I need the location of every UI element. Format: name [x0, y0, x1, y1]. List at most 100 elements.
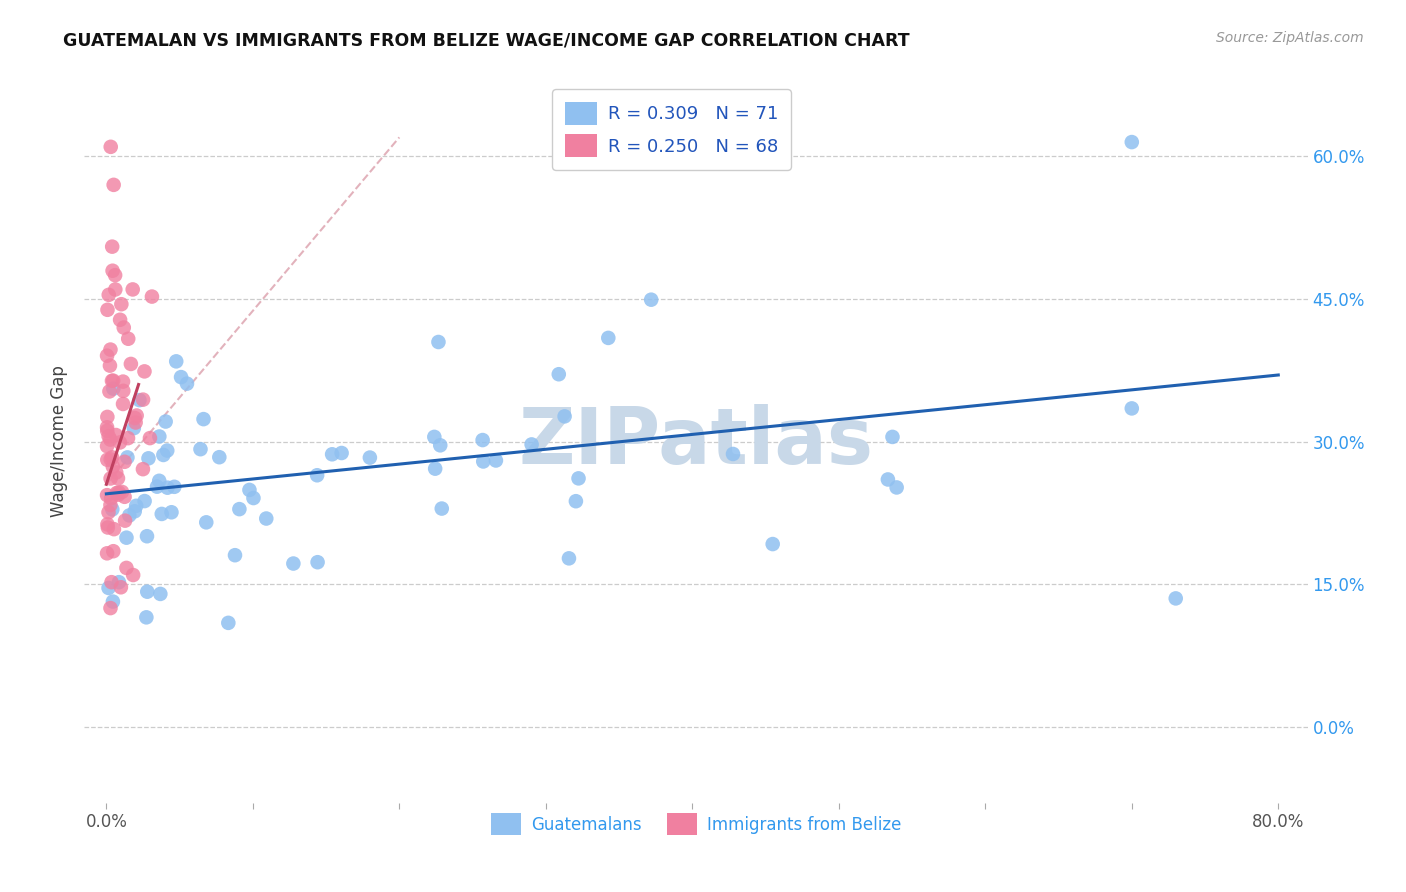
Point	[97, 288, 120, 302]
Point	[150, 507, 173, 521]
Point	[97, 520, 120, 534]
Point	[112, 320, 135, 334]
Point	[307, 468, 329, 483]
Point	[430, 501, 453, 516]
Point	[112, 384, 135, 398]
Point	[103, 178, 125, 192]
Point	[110, 580, 132, 594]
Point	[567, 471, 589, 485]
Point	[283, 557, 305, 571]
Point	[117, 431, 139, 445]
Point	[108, 312, 131, 326]
Point	[115, 561, 138, 575]
Point	[224, 548, 246, 562]
Point	[165, 354, 187, 368]
Point	[1164, 591, 1187, 606]
Point	[886, 480, 908, 494]
Point	[100, 491, 122, 506]
Point	[139, 431, 162, 445]
Point	[640, 293, 662, 307]
Point	[111, 397, 134, 411]
Point	[100, 140, 122, 154]
Point	[100, 575, 122, 590]
Point	[105, 466, 128, 480]
Point	[330, 446, 353, 460]
Point	[190, 442, 212, 457]
Point	[101, 450, 124, 465]
Point	[122, 568, 145, 582]
Point	[103, 544, 125, 558]
Point	[134, 494, 156, 508]
Point	[101, 264, 124, 278]
Point	[100, 343, 122, 357]
Point	[124, 416, 146, 430]
Point	[423, 430, 446, 444]
Point	[138, 451, 160, 466]
Point	[96, 302, 118, 317]
Point	[101, 240, 124, 254]
Point	[104, 428, 127, 442]
Legend: Guatemalans, Immigrants from Belize: Guatemalans, Immigrants from Belize	[484, 806, 908, 841]
Point	[103, 382, 125, 396]
Point	[115, 531, 138, 545]
Point	[208, 450, 231, 465]
Point	[125, 499, 148, 513]
Point	[98, 359, 121, 373]
Point	[117, 332, 139, 346]
Point	[429, 438, 451, 452]
Point	[721, 447, 744, 461]
Point	[132, 462, 155, 476]
Point	[114, 490, 136, 504]
Point	[101, 459, 124, 474]
Point	[125, 409, 148, 423]
Point	[114, 514, 136, 528]
Point	[163, 480, 186, 494]
Point	[485, 453, 508, 467]
Point	[101, 594, 124, 608]
Point	[307, 555, 329, 569]
Point	[103, 522, 125, 536]
Point	[101, 502, 124, 516]
Point	[107, 471, 129, 485]
Point	[100, 471, 122, 485]
Text: ZIPatlas: ZIPatlas	[519, 403, 873, 480]
Point	[122, 421, 145, 435]
Point	[111, 484, 134, 499]
Point	[98, 384, 121, 399]
Point	[128, 393, 150, 408]
Point	[554, 409, 576, 424]
Point	[96, 488, 118, 502]
Point	[217, 615, 239, 630]
Point	[117, 450, 139, 465]
Point	[156, 443, 179, 458]
Text: Source: ZipAtlas.com: Source: ZipAtlas.com	[1216, 31, 1364, 45]
Point	[97, 429, 120, 443]
Point	[427, 334, 450, 349]
Point	[108, 435, 131, 450]
Point	[228, 502, 250, 516]
Point	[135, 610, 157, 624]
Point	[96, 420, 118, 434]
Point	[238, 483, 260, 497]
Point	[100, 452, 122, 467]
Point	[96, 517, 118, 532]
Point	[195, 516, 218, 530]
Point	[134, 364, 156, 378]
Point	[242, 491, 264, 505]
Point	[132, 392, 155, 407]
Point	[124, 411, 146, 425]
Point	[472, 454, 495, 468]
Text: GUATEMALAN VS IMMIGRANTS FROM BELIZE WAGE/INCOME GAP CORRELATION CHART: GUATEMALAN VS IMMIGRANTS FROM BELIZE WAG…	[63, 31, 910, 49]
Y-axis label: Wage/Income Gap: Wage/Income Gap	[51, 366, 69, 517]
Point	[136, 529, 159, 543]
Point	[96, 546, 118, 560]
Point	[547, 368, 569, 382]
Point	[101, 374, 124, 388]
Point	[471, 433, 494, 447]
Point	[558, 551, 581, 566]
Point	[155, 415, 177, 429]
Point	[359, 450, 381, 465]
Point	[170, 370, 193, 384]
Point	[321, 447, 343, 461]
Point	[882, 430, 904, 444]
